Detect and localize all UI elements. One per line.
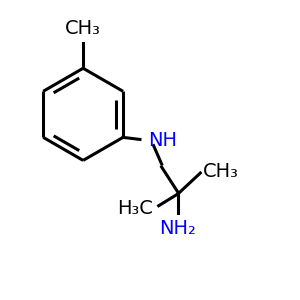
Text: NH: NH bbox=[148, 131, 177, 150]
Text: H₃C: H₃C bbox=[117, 199, 153, 218]
Text: CH₃: CH₃ bbox=[65, 19, 101, 38]
Text: NH₂: NH₂ bbox=[160, 219, 197, 238]
Text: CH₃: CH₃ bbox=[203, 162, 239, 181]
